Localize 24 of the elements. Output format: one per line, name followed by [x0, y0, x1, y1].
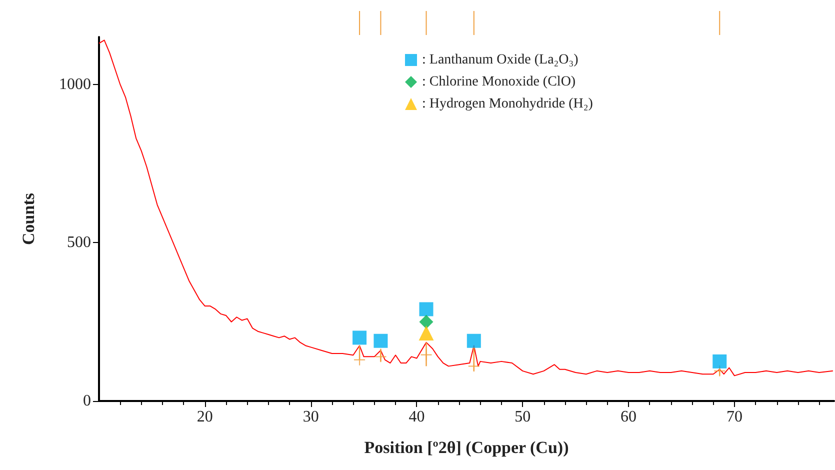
y-axis-title: Counts: [19, 192, 38, 245]
x-tick-label: 20: [196, 408, 213, 426]
x-axis-title: Position [º2θ] (Copper (Cu)): [364, 438, 569, 457]
point: [419, 302, 434, 316]
legend-label: : Hydrogen Monohydride (H₂): [422, 96, 594, 112]
point: [466, 334, 481, 348]
y-tick-label: 500: [67, 234, 91, 252]
legend-label: : Chlorine Monoxide (ClO): [422, 74, 576, 90]
point: [419, 314, 434, 329]
x-tick-label: 70: [726, 408, 742, 426]
x-tick-label: 40: [408, 408, 425, 426]
point: [374, 334, 388, 348]
x-tick-label: 50: [514, 408, 531, 426]
point: [712, 354, 727, 368]
legend-label: : Lanthanum Oxide (La₂O₃): [422, 52, 579, 68]
x-tick-label: 60: [620, 408, 637, 426]
y-tick-label: 0: [83, 392, 91, 410]
x-tick-label: 30: [302, 408, 319, 426]
point: [375, 351, 386, 362]
y-tick-label: 1000: [59, 76, 91, 93]
point: [418, 325, 434, 340]
point: [420, 349, 432, 360]
line-series: [98, 40, 834, 376]
point: [352, 330, 367, 345]
